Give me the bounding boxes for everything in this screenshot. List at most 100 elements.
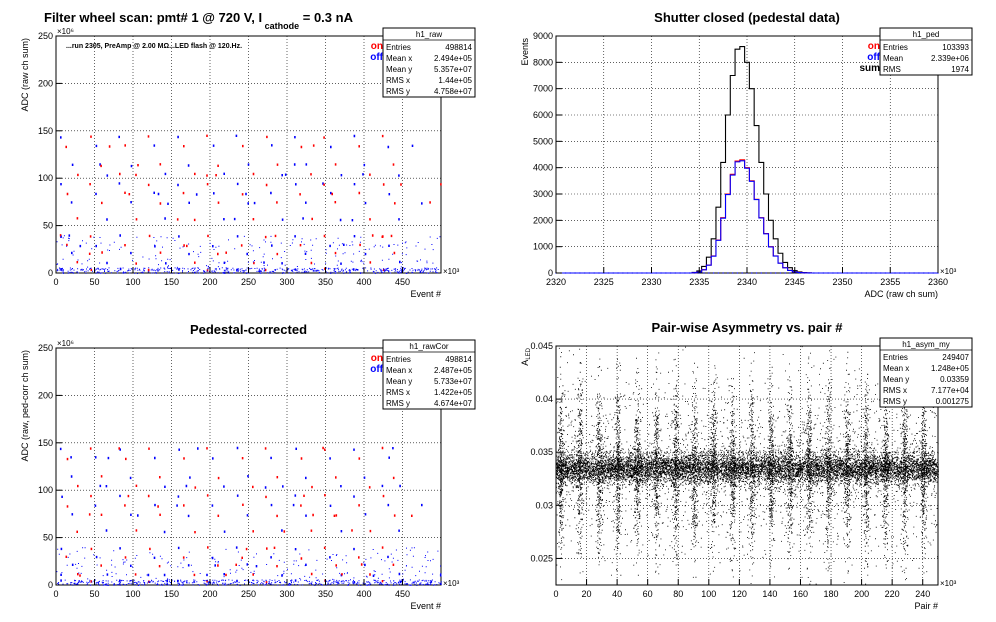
stats-row-value: 0.001275 [936, 397, 970, 406]
baseline-point [751, 272, 753, 274]
x-tick-label: 0 [53, 589, 58, 599]
stats-box-frame [879, 27, 973, 76]
baseline-point [798, 272, 801, 274]
y-tick-label: 250 [38, 343, 53, 353]
stats-row-label: RMS x [386, 76, 410, 85]
baseline-point [689, 272, 691, 274]
legend-entry-off: off [370, 364, 383, 375]
stats-row-label: Entries [883, 353, 908, 362]
baseline-point [822, 272, 824, 274]
baseline-point [612, 272, 614, 274]
x-tick-label: 0 [53, 277, 58, 287]
x-axis-label: Pair # [914, 601, 938, 611]
y-axis-label: ADC (raw, ped-corr ch sum) [20, 350, 30, 462]
x-tick-label: 50 [89, 277, 99, 287]
legend-entry-on: on [371, 41, 383, 52]
stats-row-label: Mean x [386, 366, 412, 375]
x-tick-label: 120 [732, 589, 747, 599]
stats-row-label: Entries [386, 43, 411, 52]
x-tick-label: 450 [395, 277, 410, 287]
stats-box: h1_raw Entries 498814 Mean x 2.494e+05 Mean y… [382, 27, 476, 98]
baseline-point [832, 272, 834, 274]
y-tick-label: 0.03 [535, 500, 553, 510]
x-axis-label: Event # [410, 601, 441, 611]
y-tick-label: 8000 [533, 57, 553, 67]
panel-ped: 2320 2325 2330 2335 2340 2345 2350 2355 2360 0 100… [520, 10, 973, 299]
stats-row-value: 498814 [445, 43, 472, 52]
baseline-point [607, 272, 610, 274]
x-tick-label: 50 [89, 589, 99, 599]
x-tick-label: 220 [885, 589, 900, 599]
data-marks [556, 346, 939, 586]
y-axis-label-sub: LED [526, 347, 532, 359]
y-tick-label: 250 [38, 31, 53, 41]
y-tick-label: 0.045 [530, 341, 553, 351]
stats-box-name: h1_rawCor [409, 342, 448, 351]
stats-row-label: RMS y [883, 397, 907, 406]
baseline-point [564, 272, 567, 274]
stats-box-name: h1_ped [913, 30, 940, 39]
baseline-point [717, 272, 719, 274]
x-tick-label: 2360 [928, 277, 948, 287]
y-exponent-label: ×10⁶ [57, 339, 74, 348]
x-tick-label: 350 [318, 589, 333, 599]
baseline-point [722, 272, 724, 274]
series-off-points [59, 446, 442, 584]
stats-row-value: 0.03359 [940, 375, 969, 384]
x-tick-label: 2350 [832, 277, 852, 287]
stats-row-label: Mean [883, 54, 903, 63]
baseline-point [903, 272, 906, 274]
y-tick-label: 5000 [533, 136, 553, 146]
y-tick-label: 200 [38, 390, 53, 400]
stats-row-value: 4.758e+07 [434, 87, 473, 96]
panel-title: Filter wheel scan: pmt# 1 @ 720 V, I cat… [44, 10, 354, 31]
baseline-point [674, 272, 676, 274]
y-tick-label: 0.035 [530, 447, 553, 457]
x-tick-label: 2320 [546, 277, 566, 287]
baseline-point [693, 272, 696, 274]
x-tick-label: 200 [202, 589, 217, 599]
series-off-line [556, 160, 938, 274]
x-tick-label: 140 [762, 589, 777, 599]
baseline-point [660, 272, 662, 274]
x-tick-label: 160 [793, 589, 808, 599]
baseline-point [932, 272, 934, 274]
x-tick-label: 400 [356, 277, 371, 287]
legend-entry-sum: sum [859, 63, 880, 74]
baseline-point [813, 272, 815, 274]
panel-title: Pedestal-corrected [190, 322, 307, 337]
panel-title-tail: = 0.3 nA [299, 10, 353, 25]
baseline-point [923, 272, 925, 274]
baseline-point [569, 272, 571, 274]
y-tick-label: 4000 [533, 163, 553, 173]
stats-box-name: h1_asym_my [902, 340, 950, 349]
baseline-point [598, 272, 600, 274]
baseline-point [646, 272, 648, 274]
x-tick-label: 40 [612, 589, 622, 599]
stats-row-label: RMS y [386, 87, 410, 96]
y-tick-label: 150 [38, 126, 53, 136]
x-tick-label: 150 [164, 277, 179, 287]
baseline-point [913, 272, 915, 274]
stats-row-value: 2.494e+05 [434, 54, 473, 63]
stats-row-value: 5.357e+07 [434, 65, 473, 74]
stats-box: h1_asym_my Entries 249407 Mean x 1.248e+05 Me… [879, 337, 973, 408]
y-tick-label: 0.025 [530, 553, 553, 563]
y-axis-label: Events [520, 38, 530, 66]
panel-rawcor: 0 50 100 150 200 250 300 350 400 450 0 50 100 150 200 2… [20, 322, 476, 611]
y-tick-label: 0 [48, 268, 53, 278]
x-tick-label: 450 [395, 589, 410, 599]
x-tick-label: 100 [701, 589, 716, 599]
stats-row-value: 5.733e+07 [434, 377, 473, 386]
x-tick-label: 2355 [880, 277, 900, 287]
legend-entry-off: off [867, 52, 880, 63]
x-tick-label: 2325 [594, 277, 614, 287]
grid [56, 36, 441, 273]
legend-entry-on: on [371, 353, 383, 364]
baseline-point [865, 272, 867, 274]
panel-subtitle: ...run 2305, PreAmp @ 2.00 MΩ...LED flas… [66, 43, 242, 50]
x-tick-label: 300 [279, 589, 294, 599]
baseline-point [732, 272, 734, 274]
